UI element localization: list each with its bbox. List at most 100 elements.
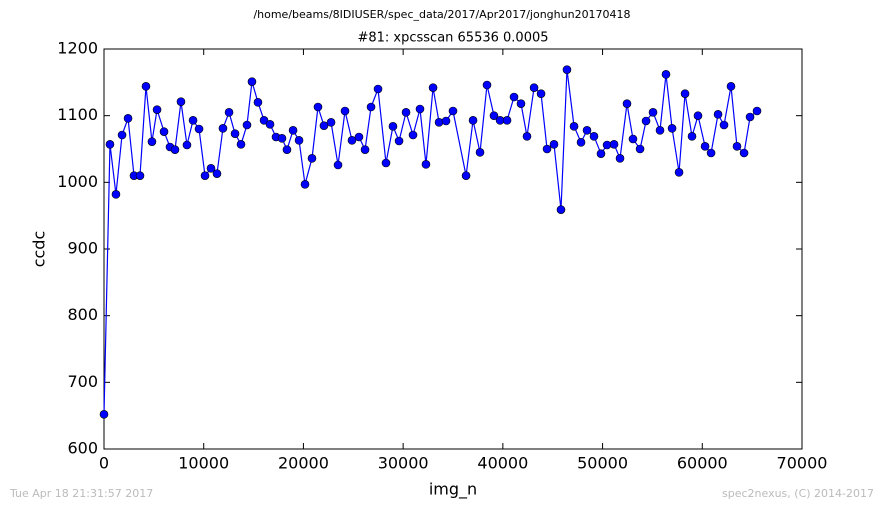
y-tick-label: 1200: [57, 39, 98, 58]
data-point: [354, 132, 364, 142]
x-tick-label: 60000: [677, 454, 728, 473]
data-point: [242, 120, 252, 130]
data-point: [542, 144, 552, 154]
data-point: [408, 130, 418, 140]
data-point: [388, 122, 398, 131]
data-point: [319, 121, 329, 130]
data-point: [313, 102, 323, 112]
data-point: [428, 83, 438, 92]
data-point: [212, 169, 222, 178]
data-point: [562, 65, 572, 74]
data-point: [111, 190, 121, 199]
data-point: [475, 148, 485, 157]
data-point: [674, 168, 684, 177]
data-point: [661, 70, 671, 79]
data-point: [516, 99, 526, 108]
data-point: [713, 110, 723, 119]
data-point: [752, 106, 762, 116]
data-point: [200, 171, 210, 180]
data-point: [622, 99, 632, 108]
data-point: [326, 118, 336, 127]
data-point: [253, 98, 263, 107]
data-point: [347, 136, 357, 145]
data-point: [394, 136, 404, 146]
data-point: [224, 108, 234, 117]
y-tick-label: 1100: [57, 105, 98, 124]
data-point: [415, 104, 425, 114]
data-point: [648, 108, 658, 117]
x-tick-label: 30000: [378, 454, 429, 473]
x-axis-label: img_n: [429, 480, 477, 500]
data-point: [732, 142, 742, 151]
data-point: [188, 116, 198, 125]
data-point: [421, 160, 431, 169]
data-point: [628, 134, 638, 144]
data-point: [105, 140, 115, 149]
data-point: [441, 116, 451, 126]
data-point: [236, 140, 246, 149]
data-point: [206, 164, 216, 173]
data-point: [182, 140, 192, 150]
y-tick-label: 700: [67, 372, 98, 391]
data-point: [135, 171, 145, 180]
data-point: [615, 154, 625, 163]
data-point: [307, 154, 317, 163]
data-point: [147, 137, 157, 146]
data-point: [529, 83, 539, 92]
data-point: [706, 148, 716, 158]
data-point: [502, 116, 512, 125]
data-point: [259, 116, 269, 125]
data-point: [333, 160, 343, 170]
y-tick-label: 900: [67, 239, 98, 258]
y-tick-label: 800: [67, 305, 98, 324]
data-point: [522, 132, 532, 141]
data-point: [170, 145, 180, 154]
footer-left: Tue Apr 18 21:31:57 2017: [9, 487, 153, 500]
data-point: [141, 82, 151, 91]
data-point: [277, 134, 287, 143]
data-point: [489, 111, 499, 120]
data-point: [265, 120, 275, 129]
chart-title: #81: xpcsscan 65536 0.0005: [357, 31, 548, 46]
data-point: [123, 114, 133, 123]
data-point: [655, 126, 665, 135]
data-point: [340, 106, 350, 116]
data-point: [582, 126, 592, 135]
x-tick-label: 40000: [477, 454, 528, 473]
data-point: [680, 89, 690, 98]
data-point: [700, 142, 710, 151]
y-tick-label: 1000: [57, 172, 98, 191]
data-point: [373, 84, 383, 94]
data-point: [401, 108, 411, 117]
data-point: [726, 82, 736, 91]
data-point: [360, 145, 370, 154]
data-line: [103, 69, 758, 415]
y-axis-label: ccdc: [30, 231, 49, 268]
data-point: [589, 132, 599, 141]
data-point: [300, 180, 310, 189]
data-point: [576, 138, 586, 147]
x-tick-label: 20000: [278, 454, 329, 473]
footer-right: spec2nexus, (C) 2014-2017: [722, 487, 874, 500]
data-point: [366, 102, 376, 112]
data-point: [152, 105, 162, 114]
data-point: [117, 130, 127, 140]
data-point: [745, 112, 755, 122]
x-tick-label: 0: [99, 454, 109, 473]
x-tick-label: 10000: [178, 454, 229, 473]
data-point: [288, 126, 298, 135]
data-point: [609, 140, 619, 149]
data-point: [569, 122, 579, 131]
data-point: [641, 116, 651, 126]
data-point: [381, 158, 391, 168]
x-tick-label: 70000: [777, 454, 828, 473]
data-point: [739, 148, 749, 158]
data-point: [693, 111, 703, 120]
data-point: [247, 77, 257, 86]
x-tick-label: 50000: [577, 454, 628, 473]
data-point: [461, 171, 471, 180]
data-point: [635, 144, 645, 154]
data-point: [482, 80, 492, 90]
data-point: [194, 124, 204, 134]
